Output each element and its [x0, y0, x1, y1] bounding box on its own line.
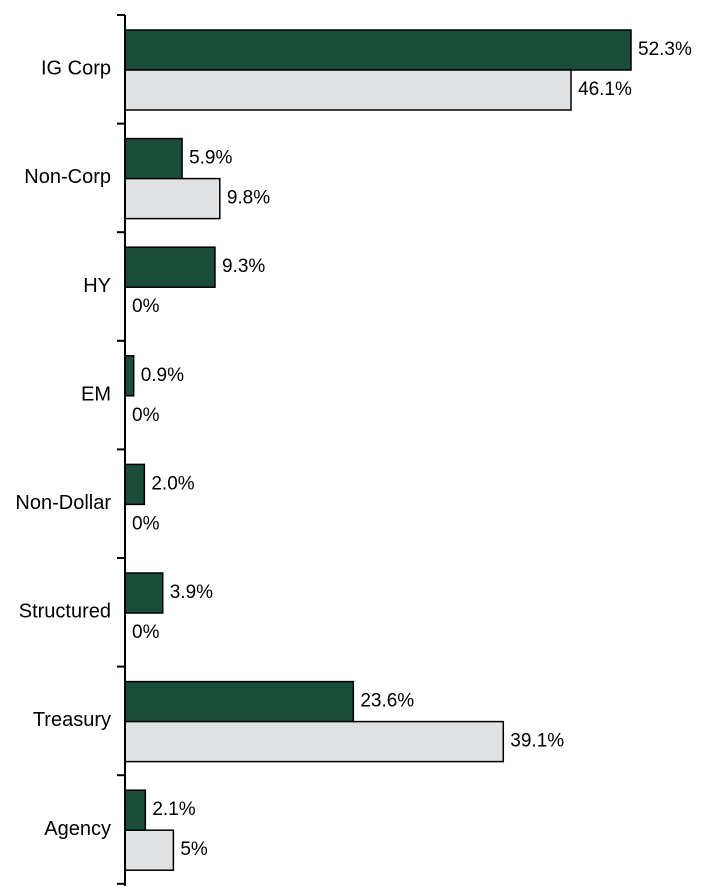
data-label-series-2: 0%	[132, 296, 160, 317]
category-label: Treasury	[33, 709, 111, 731]
category-label: Structured	[19, 601, 111, 623]
bar-series-1	[124, 680, 355, 723]
bar-series-1	[124, 137, 183, 180]
category-label: Agency	[44, 818, 111, 840]
bar-series-2	[124, 69, 572, 111]
category-label: IG Corp	[41, 58, 111, 80]
bar-series-1	[124, 463, 146, 506]
bar-series-1	[124, 572, 164, 614]
data-label-series-1: 9.3%	[222, 256, 265, 277]
data-label-series-2: 0%	[132, 622, 160, 643]
data-label-series-1: 3.9%	[170, 582, 213, 603]
bar-series-1	[124, 789, 147, 831]
data-label-series-1: 5.9%	[189, 148, 232, 169]
bar-series-1	[124, 246, 216, 288]
category-label: Non-Dollar	[15, 492, 111, 514]
category-label: Non-Corp	[24, 166, 111, 188]
category-label: EM	[81, 383, 111, 405]
data-label-series-2: 9.8%	[227, 188, 270, 209]
category-label: HY	[83, 275, 111, 297]
data-label-series-1: 52.3%	[638, 39, 692, 60]
bar-series-1	[124, 29, 632, 71]
data-label-series-2: 0%	[132, 513, 160, 534]
bar-series-1	[124, 355, 135, 397]
data-label-series-1: 0.9%	[141, 365, 184, 386]
data-label-series-2: 46.1%	[578, 79, 632, 100]
data-label-series-1: 2.1%	[152, 799, 195, 820]
bar-series-2	[124, 720, 505, 763]
data-label-series-2: 0%	[132, 405, 160, 426]
bar-series-2	[124, 177, 221, 220]
data-label-series-2: 39.1%	[510, 731, 564, 752]
data-label-series-2: 5%	[180, 839, 208, 860]
data-label-series-1: 23.6%	[360, 691, 414, 712]
bar-series-2	[124, 829, 175, 871]
data-label-series-1: 2.0%	[151, 473, 194, 494]
